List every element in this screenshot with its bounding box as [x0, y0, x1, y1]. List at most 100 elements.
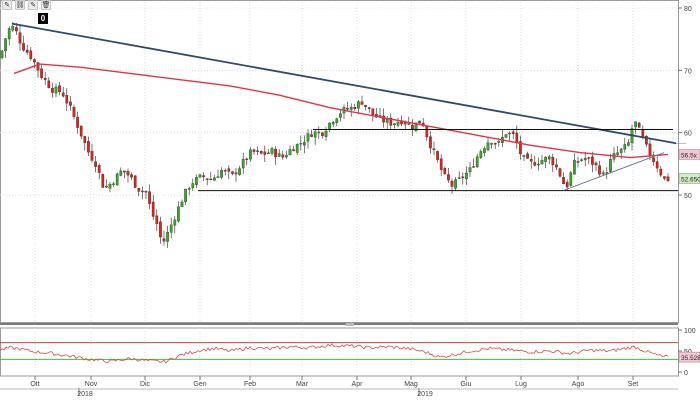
- candle: [619, 148, 623, 153]
- ma-value-label: 56.5x: [681, 152, 698, 159]
- panel-resize-handle[interactable]: [346, 323, 354, 326]
- candle: [87, 141, 90, 153]
- candle: [443, 168, 447, 174]
- candle: [33, 59, 36, 63]
- year-label: 2019: [417, 391, 433, 398]
- candle: [490, 143, 493, 145]
- candle: [69, 101, 72, 106]
- trash-icon[interactable]: 🗑: [41, 0, 51, 10]
- candle: [79, 125, 83, 137]
- candle: [299, 143, 303, 145]
- candle: [227, 168, 231, 172]
- candle: [54, 86, 58, 94]
- candle: [472, 166, 475, 168]
- candle: [277, 153, 281, 157]
- resistance-trendline[interactable]: [11, 22, 677, 145]
- candle: [198, 174, 202, 178]
- candle: [335, 118, 339, 123]
- candle: [285, 155, 288, 158]
- candle: [115, 173, 119, 186]
- month-label: Giu: [461, 381, 472, 388]
- candle: [493, 143, 497, 145]
- candle: [605, 172, 609, 174]
- candle: [76, 116, 79, 128]
- pen-icon[interactable]: ✎: [28, 0, 38, 10]
- candle: [591, 156, 594, 165]
- month-label: Mag: [404, 381, 418, 388]
- candle: [7, 28, 11, 40]
- candle: [25, 49, 29, 53]
- candle: [425, 125, 429, 138]
- candle: [641, 129, 645, 138]
- candle: [587, 157, 591, 159]
- candle: [303, 142, 306, 146]
- drawing-toolbar: ✎ ⛓ ✎ 🗑 0: [2, 0, 51, 28]
- moving-average-line[interactable]: [13, 63, 669, 159]
- candle: [529, 159, 533, 162]
- price-tick-label: 80: [684, 6, 692, 13]
- candle: [339, 113, 342, 118]
- candle: [627, 142, 630, 146]
- candle: [479, 151, 483, 158]
- candle: [583, 158, 587, 161]
- candle: [486, 142, 490, 151]
- candle: [231, 171, 234, 174]
- candle: [123, 170, 126, 173]
- year-label: 2018: [77, 391, 93, 398]
- link-icon[interactable]: ⛓: [15, 0, 25, 10]
- last-price-label-box: [678, 173, 700, 184]
- candle: [364, 105, 367, 107]
- candle: [576, 161, 580, 163]
- rsi-tick-label: 100: [684, 328, 696, 335]
- candle: [43, 77, 47, 80]
- candle: [173, 219, 177, 226]
- candle: [94, 161, 97, 167]
- candle: [141, 190, 144, 193]
- candle: [238, 168, 241, 175]
- candle: [213, 177, 216, 181]
- month-label: Ott: [30, 381, 39, 388]
- candle: [36, 62, 40, 71]
- candle: [267, 152, 270, 155]
- candle: [108, 183, 112, 189]
- candle: [119, 170, 123, 176]
- candle: [598, 165, 601, 175]
- candle: [569, 172, 573, 186]
- rsi-line[interactable]: [0, 343, 669, 364]
- candle: [288, 149, 292, 155]
- month-label: Mar: [296, 381, 309, 388]
- candle: [40, 68, 43, 78]
- candle: [310, 134, 313, 137]
- candle: [558, 168, 562, 177]
- candle: [522, 155, 526, 157]
- candle: [663, 176, 666, 179]
- candle: [306, 133, 310, 142]
- candle: [216, 176, 220, 178]
- candle: [234, 172, 238, 175]
- candle: [371, 108, 375, 116]
- candle: [414, 122, 418, 131]
- price-tick-label: 70: [684, 68, 692, 75]
- ma-value-label-box: [678, 149, 700, 160]
- candle: [61, 92, 65, 97]
- candle: [475, 156, 479, 168]
- candle: [465, 172, 468, 179]
- candle: [565, 182, 569, 188]
- candle: [324, 130, 328, 137]
- pen-icon[interactable]: ✎: [2, 0, 12, 10]
- candle: [544, 157, 547, 162]
- rising-trendline[interactable]: [562, 152, 665, 192]
- candle: [504, 134, 508, 138]
- candle: [396, 122, 400, 126]
- month-label: Set: [628, 381, 639, 388]
- candle: [429, 136, 432, 149]
- candle: [148, 191, 151, 204]
- candle: [526, 153, 529, 159]
- candle: [4, 38, 7, 52]
- candle: [270, 148, 274, 154]
- candle: [101, 174, 105, 188]
- candle: [447, 174, 450, 181]
- candle: [133, 175, 137, 188]
